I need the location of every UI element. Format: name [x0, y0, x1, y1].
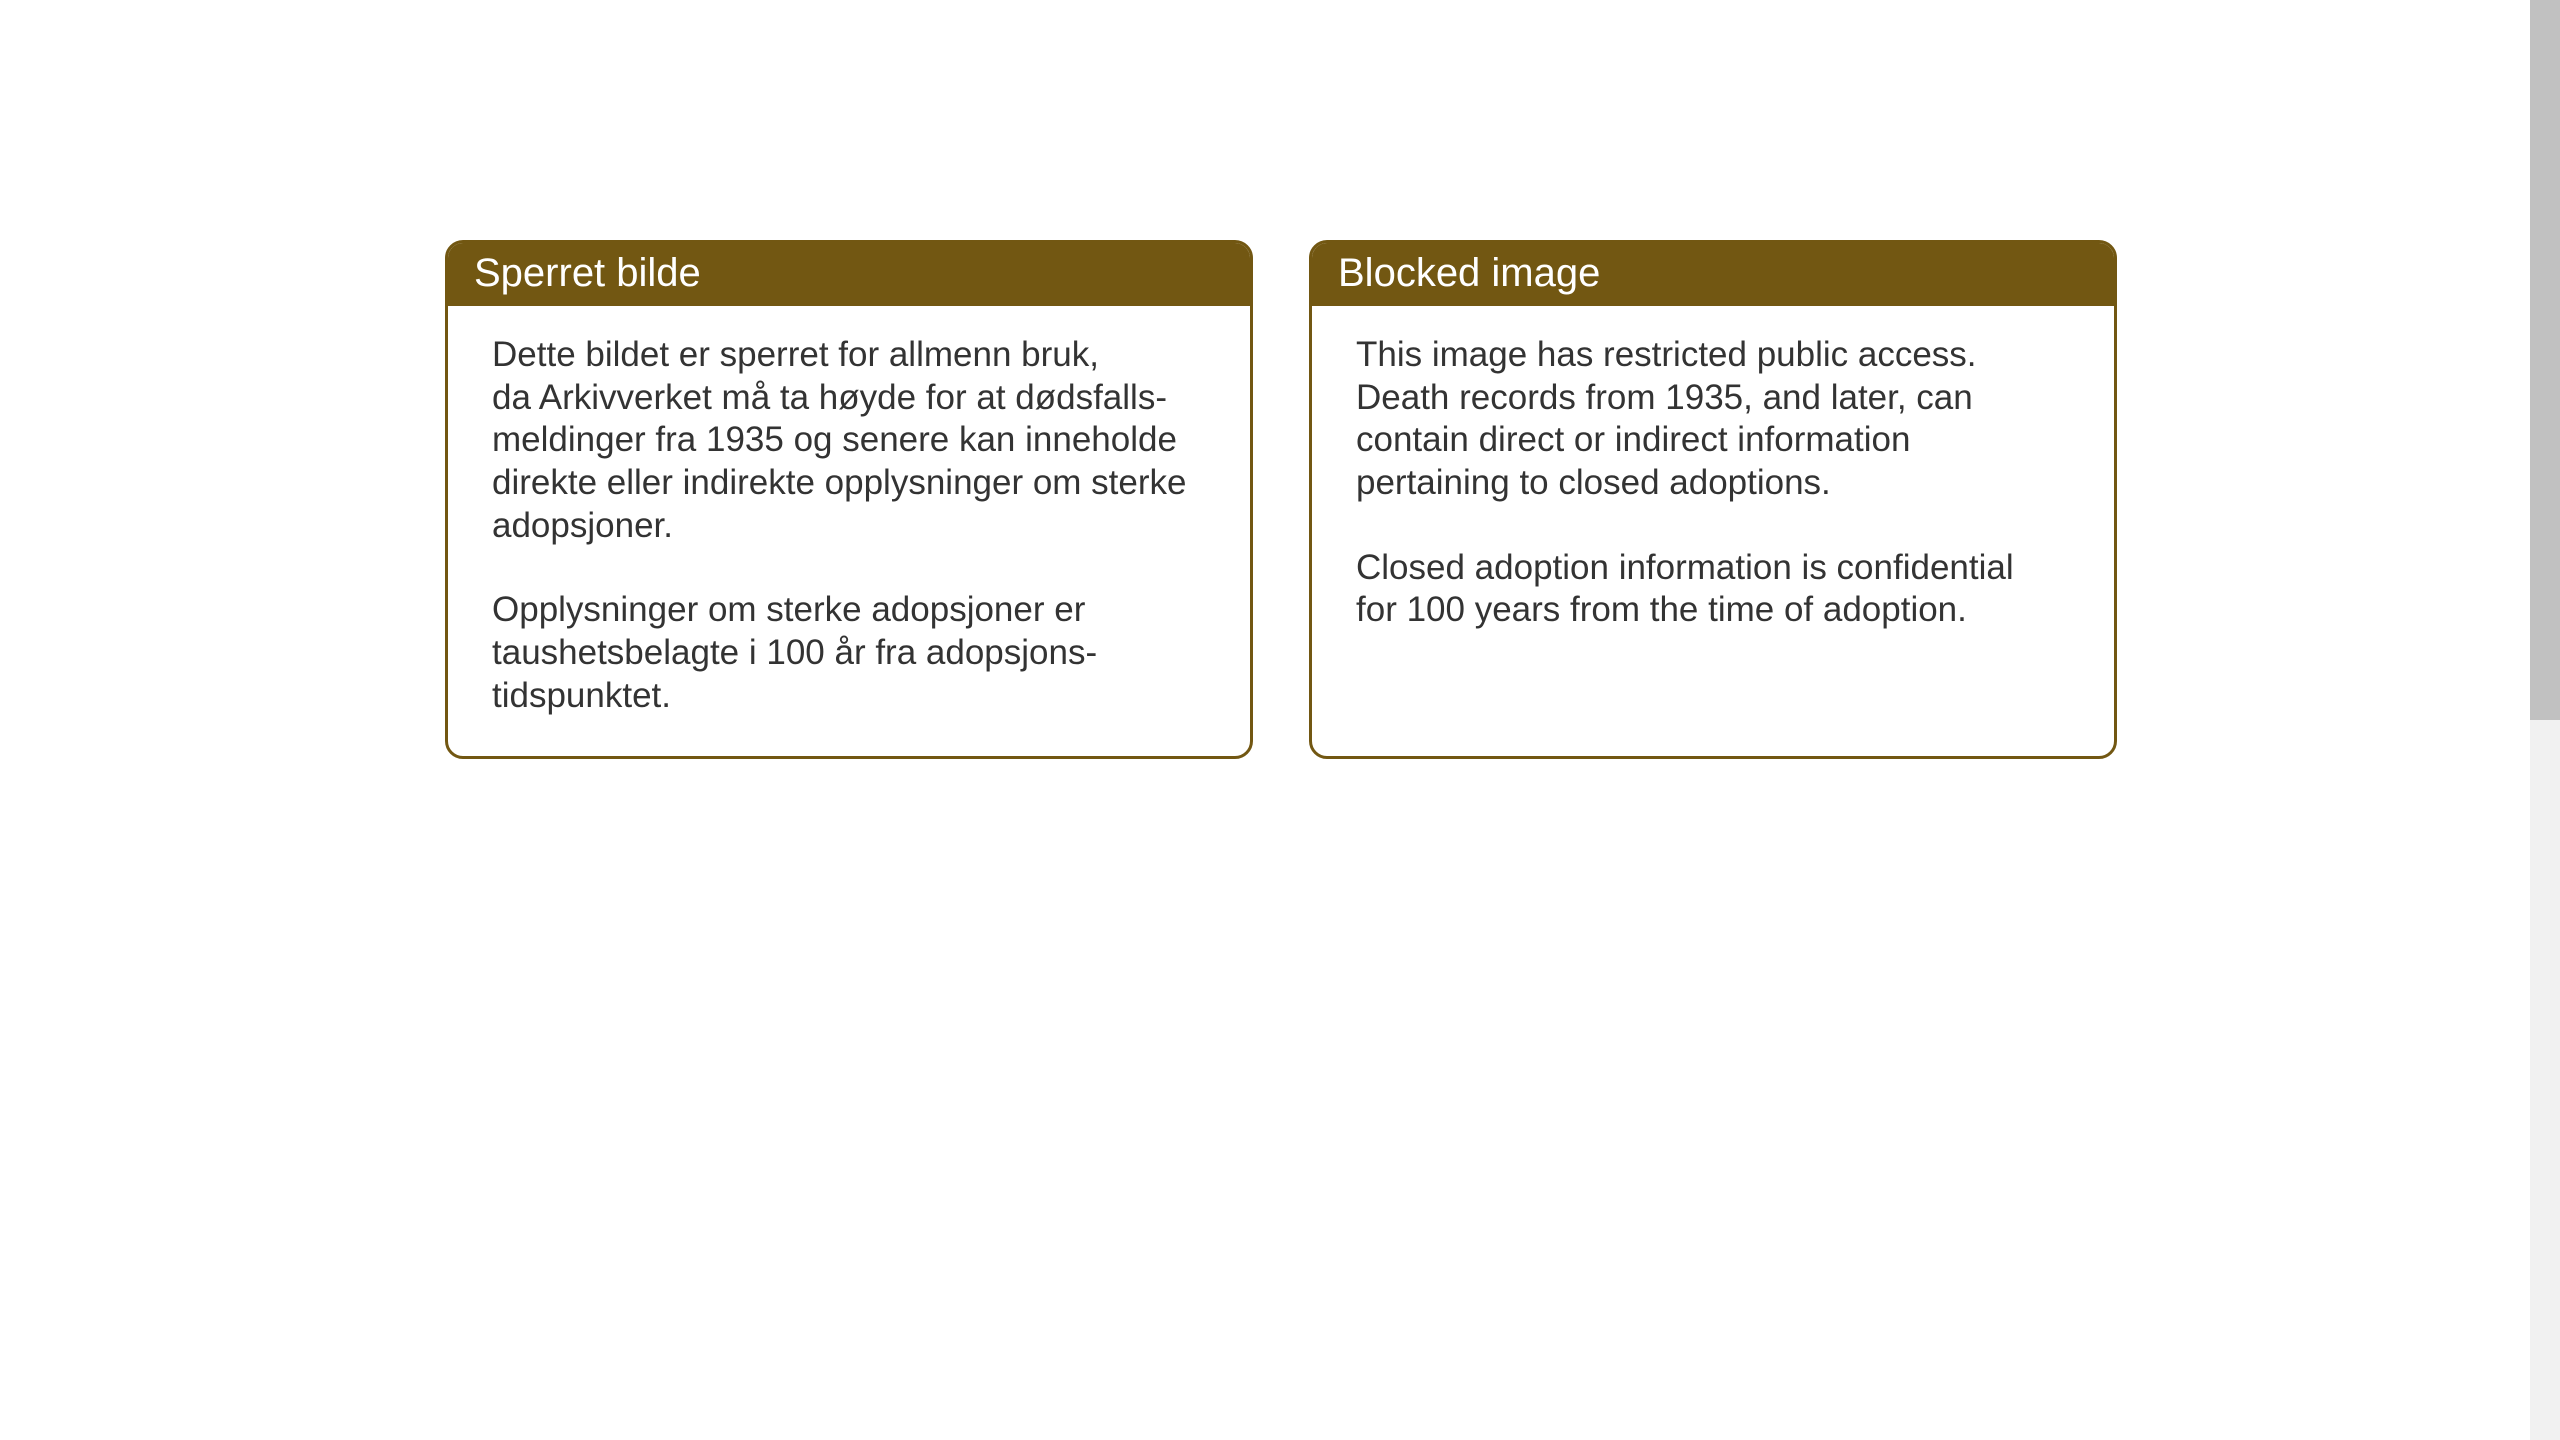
- notice-paragraph-2: Opplysninger om sterke adopsjoner er tau…: [492, 589, 1206, 717]
- notice-body-norwegian: Dette bildet er sperret for allmenn bruk…: [448, 306, 1250, 756]
- notice-cards-container: Sperret bilde Dette bildet er sperret fo…: [445, 240, 2117, 759]
- notice-header-english: Blocked image: [1312, 243, 2114, 306]
- notice-paragraph-1: This image has restricted public access.…: [1356, 334, 2070, 505]
- scrollbar-track[interactable]: [2530, 0, 2560, 1440]
- notice-card-norwegian: Sperret bilde Dette bildet er sperret fo…: [445, 240, 1253, 759]
- notice-card-english: Blocked image This image has restricted …: [1309, 240, 2117, 759]
- notice-body-english: This image has restricted public access.…: [1312, 306, 2114, 670]
- scrollbar-thumb[interactable]: [2530, 0, 2560, 720]
- notice-paragraph-2: Closed adoption information is confident…: [1356, 547, 2070, 632]
- notice-paragraph-1: Dette bildet er sperret for allmenn bruk…: [492, 334, 1206, 547]
- notice-header-norwegian: Sperret bilde: [448, 243, 1250, 306]
